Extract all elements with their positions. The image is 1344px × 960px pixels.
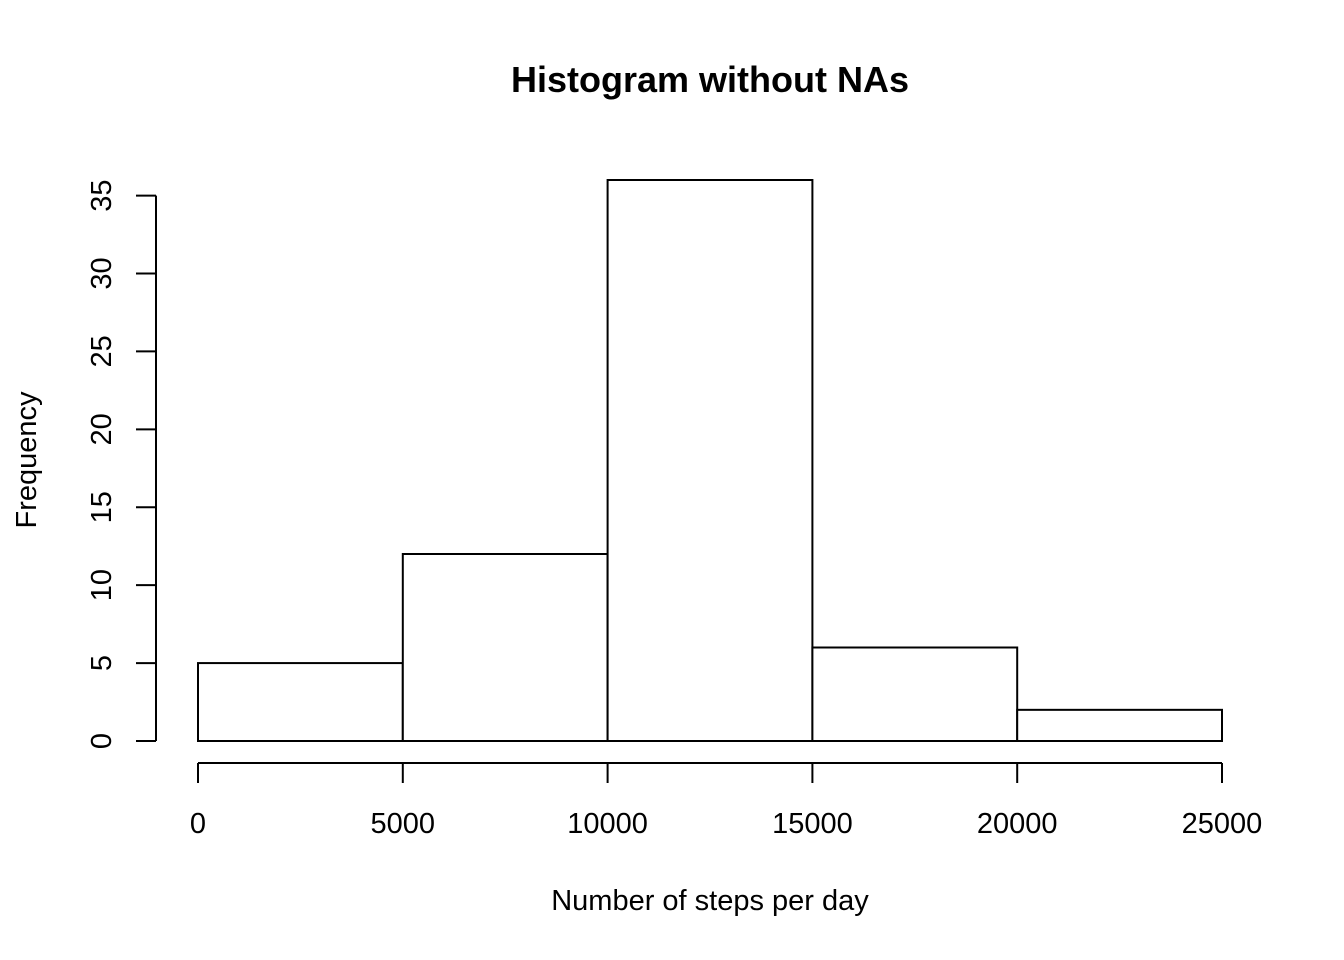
x-tick-label-4: 20000 (977, 808, 1058, 840)
x-tick-label-5: 25000 (1182, 808, 1263, 840)
x-axis-label: Number of steps per day (551, 885, 869, 917)
histogram-bar-1 (401, 553, 609, 742)
x-tick-label-1: 5000 (371, 808, 436, 840)
y-axis-label: Frequency (11, 391, 43, 529)
histogram-bar-2 (606, 179, 814, 742)
y-tick-label-4: 20 (86, 413, 118, 445)
y-tick-label-2: 10 (86, 569, 118, 601)
x-axis: 0 5000 10000 15000 20000 25000 (190, 762, 1263, 840)
y-tick-label-7: 35 (86, 179, 118, 211)
y-tick-label-3: 15 (86, 491, 118, 523)
histogram-bar-4 (1016, 708, 1224, 742)
y-tick-label-6: 30 (86, 257, 118, 289)
y-tick-label-1: 5 (86, 655, 118, 671)
bars-group (197, 179, 1224, 742)
y-axis: 0 5 10 15 20 25 30 35 (86, 179, 157, 749)
x-tick-label-2: 10000 (567, 808, 648, 840)
histogram-bar-3 (811, 646, 1019, 742)
y-tick-label-5: 25 (86, 335, 118, 367)
x-tick-label-0: 0 (190, 808, 206, 840)
y-tick-label-0: 0 (86, 733, 118, 749)
histogram-bar-0 (197, 662, 404, 742)
x-tick-label-3: 15000 (772, 808, 853, 840)
chart-title: Histogram without NAs (511, 59, 909, 100)
